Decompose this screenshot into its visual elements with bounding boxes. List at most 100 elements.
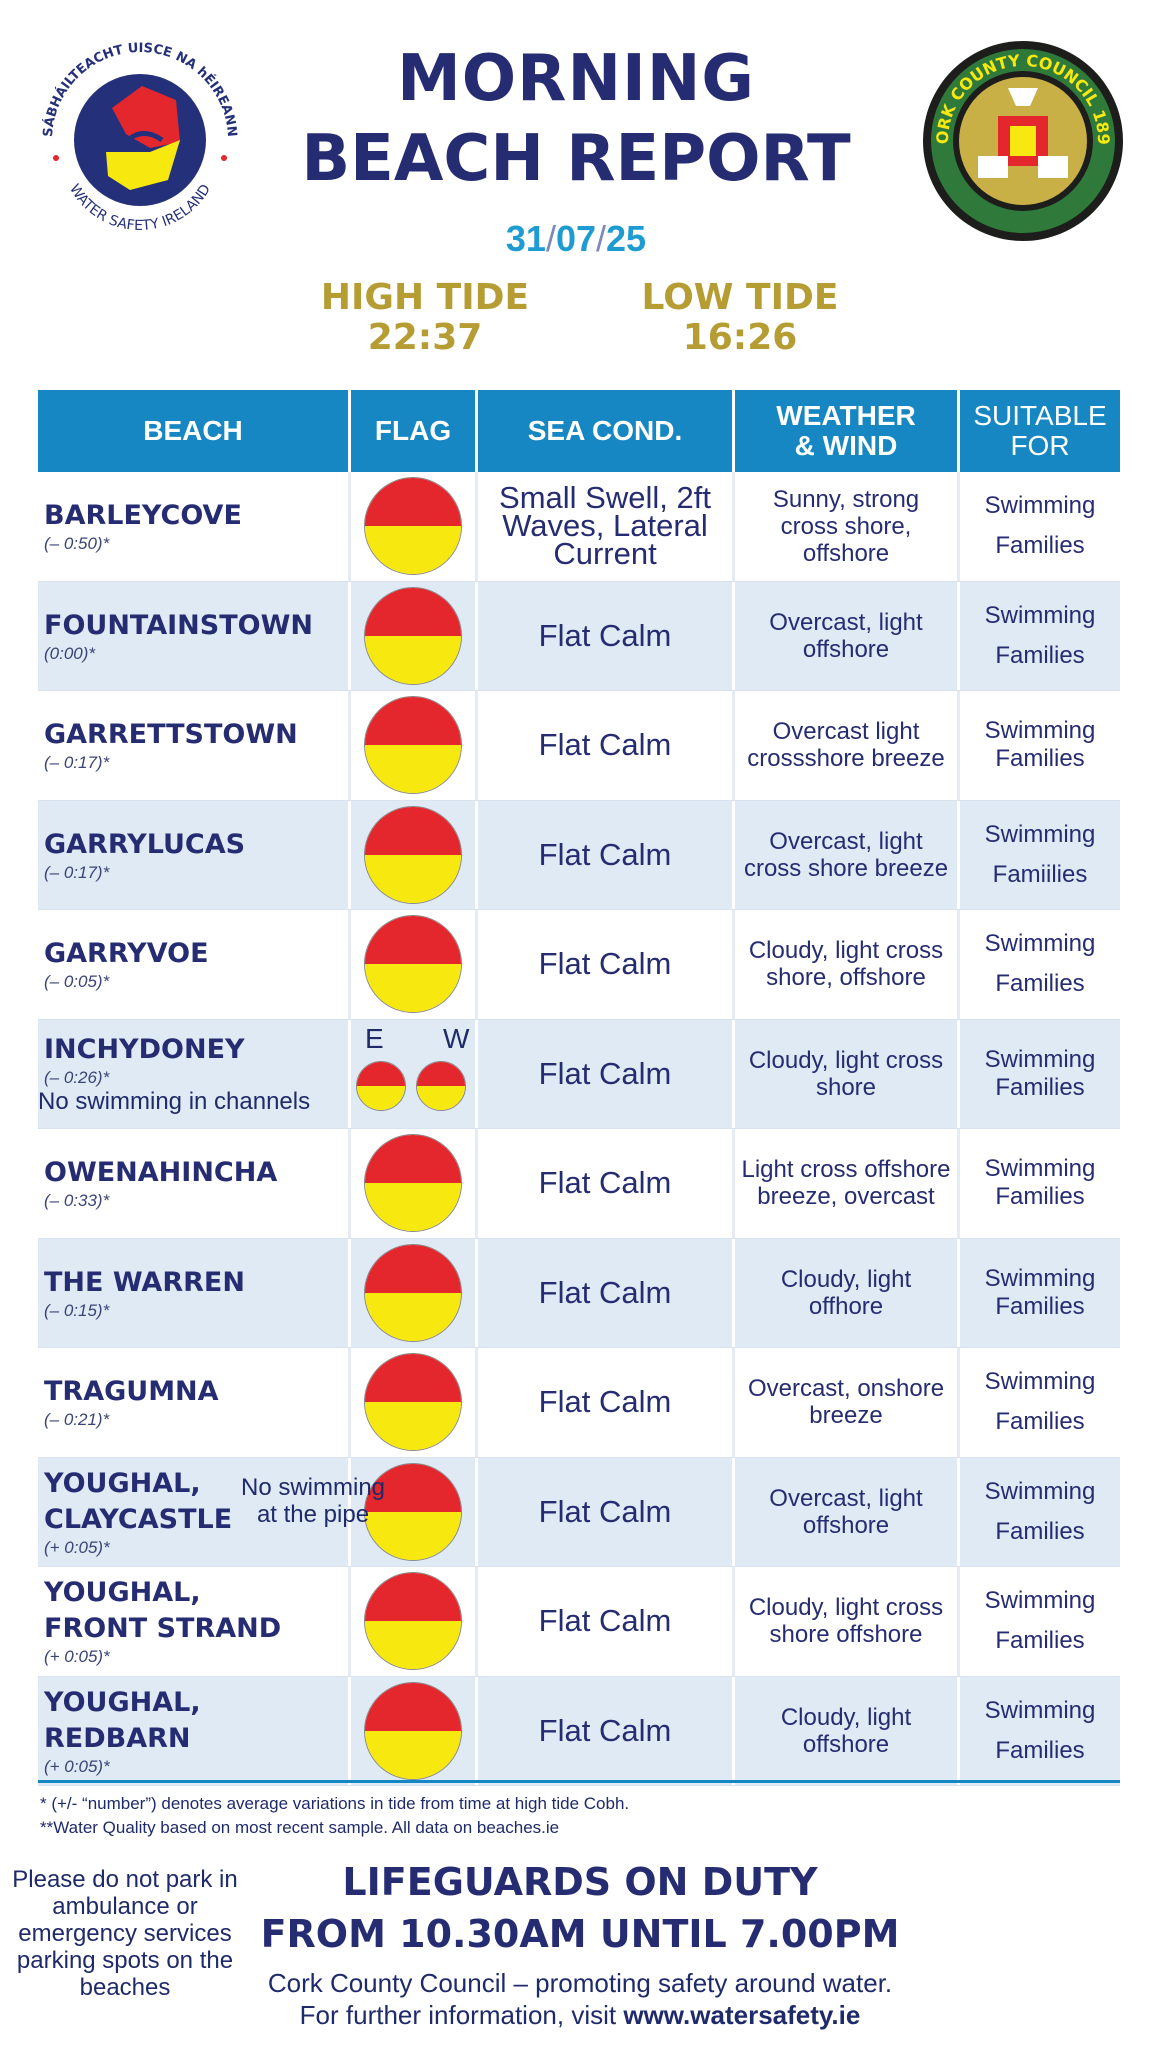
sea-conditions: Flat Calm: [478, 1238, 735, 1347]
red-yellow-flag-icon: [364, 1572, 462, 1671]
flag-cell: [351, 581, 478, 690]
tide-offset: (0:00)*: [44, 643, 96, 663]
beach-name-line-1: YOUGHAL,: [44, 1686, 201, 1718]
flag-cell: [351, 1238, 478, 1347]
red-yellow-flag-icon: [364, 1134, 462, 1233]
flag-cell: [351, 800, 478, 909]
suitable-swimming: Swimming: [984, 717, 1096, 745]
sea-conditions: Flat Calm: [478, 1676, 735, 1785]
beach-side-note: No swimming at the pipe: [240, 1473, 386, 1528]
table-row: THE WARREN (– 0:15)* Flat Calm Cloudy, l…: [38, 1238, 1120, 1348]
table-bottom-rule: [38, 1780, 1120, 1783]
low-tide-time: 16:26: [682, 317, 798, 358]
table-row: INCHYDONEY (– 0:26)* No swimming in chan…: [38, 1019, 1120, 1129]
cork-county-council-crest: CORK COUNTY COUNCIL 1899: [918, 36, 1123, 241]
table-row: YOUGHAL, FRONT STRAND (+ 0:05)* Flat Cal…: [38, 1567, 1120, 1677]
header-suitable-l2: FOR: [1010, 430, 1070, 461]
table-row: FOUNTAINSTOWN (0:00)* Flat Calm Overcast…: [38, 581, 1120, 691]
suitable-swimming: Swimming: [984, 1368, 1096, 1396]
header-suitable-for: SUITABLE FOR: [960, 390, 1120, 472]
flag-cell: [351, 1129, 478, 1238]
low-tide: LOW TIDE 16:26: [635, 278, 845, 358]
suitable-families: Families: [995, 970, 1085, 998]
flag-cell: [351, 910, 478, 1019]
sea-conditions: Flat Calm: [478, 910, 735, 1019]
suitable-swimming: Swimming: [984, 1264, 1096, 1292]
tide-offset: (+ 0:05)*: [44, 1756, 110, 1776]
report-date: 31/07/25: [250, 218, 902, 260]
suitable-swimming: Swimming: [984, 492, 1096, 520]
suitable-families: Families: [995, 1517, 1085, 1545]
table-row: GARRYLUCAS (– 0:17)* Flat Calm Overcast,…: [38, 800, 1120, 910]
table-row: YOUGHAL, CLAYCASTLE (+ 0:05)* No swimmin…: [38, 1457, 1120, 1567]
suitable-for: Swimming Families: [960, 1458, 1120, 1567]
table-header: BEACH FLAG SEA COND. WEATHER & WIND SUIT…: [38, 390, 1120, 472]
beach-name-line-2: CLAYCASTLE: [44, 1503, 233, 1535]
beach-cell: BARLEYCOVE (– 0:50)*: [38, 472, 351, 581]
tide-offset: (– 0:26)*: [44, 1067, 110, 1087]
red-yellow-flag-icon: [416, 1061, 466, 1112]
suitable-families: Families: [995, 641, 1085, 669]
suitable-for: Swimming Families: [960, 1020, 1120, 1129]
table-row: GARRYVOE (– 0:05)* Flat Calm Cloudy, lig…: [38, 910, 1120, 1020]
sea-conditions: Flat Calm: [478, 1567, 735, 1676]
beach-cell: YOUGHAL, REDBARN (+ 0:05)*: [38, 1676, 351, 1785]
parking-notice: Please do not park in ambulance or emerg…: [12, 1866, 238, 2001]
red-yellow-flag-icon: [364, 915, 462, 1014]
beach-cell: YOUGHAL, CLAYCASTLE (+ 0:05)* No swimmin…: [38, 1457, 385, 1566]
beach-name: OWENAHINCHA: [44, 1157, 278, 1189]
beach-name: BARLEYCOVE: [44, 500, 242, 532]
suitable-families: Families: [995, 1408, 1085, 1436]
tide-offset: (– 0:50)*: [44, 534, 110, 554]
table-row: BARLEYCOVE (– 0:50)* Small Swell, 2ft Wa…: [38, 472, 1120, 582]
suitable-for: Swimming Famiilies: [960, 801, 1120, 910]
date-day: 31: [505, 218, 546, 259]
weather-wind: Cloudy, light offhore: [735, 1238, 960, 1347]
sea-conditions: Flat Calm: [478, 1457, 735, 1566]
suitable-families: Families: [995, 532, 1085, 560]
date-month: 07: [555, 218, 597, 259]
header-weather-l2: & WIND: [794, 430, 898, 461]
beach-name: FOUNTAINSTOWN: [44, 609, 313, 641]
suitable-families: Famiilies: [992, 860, 1088, 888]
footnote-water-quality: **Water Quality based on most recent sam…: [40, 1818, 560, 1837]
flag-west-label: W: [443, 1023, 470, 1055]
suitable-for: Swimming Families: [960, 1129, 1120, 1238]
red-yellow-flag-icon: [364, 696, 462, 795]
beach-cell: GARRYVOE (– 0:05)*: [38, 910, 351, 1019]
beach-cell: FOUNTAINSTOWN (0:00)*: [38, 581, 351, 690]
weather-wind: Cloudy, light offshore: [735, 1676, 960, 1785]
red-yellow-flag-icon: [364, 1243, 462, 1342]
beach-name-line-1: YOUGHAL,: [44, 1467, 201, 1499]
suitable-families: Families: [995, 1073, 1085, 1101]
council-tagline: Cork County Council – promoting safety a…: [267, 1968, 893, 1998]
info-link[interactable]: www.watersafety.ie: [623, 2000, 861, 2030]
header-suitable-l1: SUITABLE: [973, 400, 1107, 431]
suitable-for: Swimming Families: [960, 582, 1120, 691]
lifeguards-heading: LIFEGUARDS ON DUTY: [342, 1860, 818, 1904]
header-weather-l1: WEATHER: [776, 400, 916, 431]
red-yellow-flag-icon: [364, 477, 462, 576]
table-row: GARRETTSTOWN (– 0:17)* Flat Calm Overcas…: [38, 691, 1120, 801]
suitable-families: Families: [995, 1627, 1085, 1655]
high-tide: HIGH TIDE 22:37: [320, 278, 530, 358]
flag-cell: [351, 1676, 478, 1785]
suitable-families: Families: [995, 1292, 1085, 1320]
flag-cell: [351, 1567, 478, 1676]
red-yellow-flag-icon: [356, 1061, 406, 1112]
red-yellow-flag-icon: [364, 586, 462, 685]
sea-conditions: Flat Calm: [478, 691, 735, 800]
flag-cell: [351, 472, 478, 581]
suitable-swimming: Swimming: [984, 1045, 1096, 1073]
flag-cell: [351, 691, 478, 800]
weather-wind: Overcast, light cross shore breeze: [735, 800, 960, 909]
title-line-1: MORNING: [397, 42, 755, 116]
weather-wind: Overcast, onshore breeze: [735, 1348, 960, 1457]
beach-name-line-1: YOUGHAL,: [44, 1577, 201, 1609]
water-safety-ireland-logo: SÁBHÁILTEACHT UISCE NA hÉIREANN WATER SA…: [41, 41, 239, 234]
sea-conditions: Small Swell, 2ft Waves, Lateral Current: [478, 472, 735, 581]
suitable-swimming: Swimming: [984, 1587, 1096, 1615]
info-prefix: For further information, visit: [299, 2000, 617, 2030]
tide-offset: (– 0:17)*: [44, 862, 110, 882]
date-separator: /: [596, 218, 607, 259]
